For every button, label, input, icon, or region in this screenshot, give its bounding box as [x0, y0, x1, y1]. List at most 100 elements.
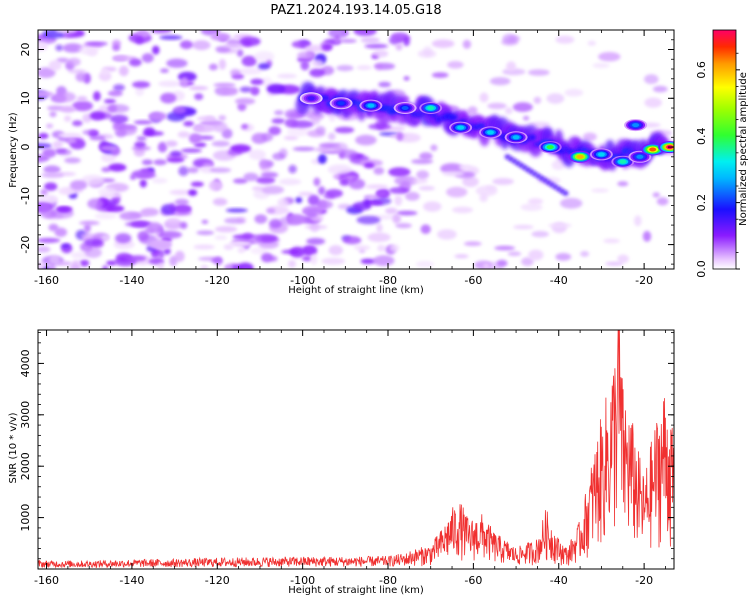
ridge-core-blob — [430, 113, 438, 118]
noise-blob — [297, 51, 314, 60]
noise-blob — [100, 152, 117, 163]
noise-blob — [256, 176, 276, 184]
x-tick-label: -120 — [205, 274, 230, 287]
noise-blob — [169, 189, 193, 196]
noise-blob — [494, 245, 516, 251]
noise-blob — [64, 157, 81, 164]
noise-blob — [165, 140, 178, 147]
noise-blob — [75, 71, 87, 82]
x-tick-label: -160 — [34, 274, 59, 287]
noise-blob — [378, 81, 391, 88]
noise-blob — [163, 248, 171, 255]
noise-blob — [521, 257, 534, 267]
x-tick-label: -60 — [464, 274, 482, 287]
noise-blob — [306, 210, 318, 218]
noise-blob — [251, 186, 264, 191]
noise-blob — [392, 213, 401, 224]
noise-blob — [100, 145, 118, 152]
noise-blob — [48, 60, 62, 71]
noise-blob — [261, 76, 273, 87]
noise-blob — [405, 191, 420, 201]
noise-blob — [160, 68, 169, 73]
noise-blob — [43, 165, 61, 174]
noise-blob — [212, 198, 228, 206]
snr-frame — [37, 329, 675, 570]
noise-blob — [311, 59, 324, 68]
noise-blob — [143, 127, 155, 136]
noise-blob — [169, 255, 178, 267]
noise-blob — [513, 224, 534, 230]
noise-blob — [644, 74, 659, 85]
noise-blob — [134, 141, 147, 148]
noise-blob — [218, 115, 227, 121]
noise-blob — [201, 219, 209, 224]
ridge-peak — [427, 106, 435, 110]
noise-blob — [254, 51, 275, 62]
ridge-peak — [546, 145, 554, 150]
noise-blob — [81, 174, 105, 186]
noise-blob — [46, 123, 54, 129]
spectrogram-ridge — [295, 81, 674, 196]
noise-blob — [200, 264, 209, 269]
noise-blob — [309, 222, 320, 233]
noise-blob — [71, 251, 90, 259]
noise-blob — [135, 35, 144, 45]
noise-blob — [318, 154, 327, 164]
noise-blob — [58, 187, 77, 195]
colorbar-ticks: 0.0 0.2 0.4 0.6 — [695, 52, 740, 278]
noise-blob — [437, 229, 457, 240]
noise-blob — [49, 111, 57, 118]
snr-x-label: Height of straight line (km) — [288, 585, 424, 596]
noise-blob — [100, 68, 109, 76]
noise-blob — [38, 203, 52, 212]
noise-blob — [94, 213, 117, 220]
noise-blob — [208, 63, 218, 71]
noise-blob — [560, 197, 583, 209]
noise-blob — [452, 206, 474, 214]
noise-blob — [373, 167, 385, 175]
noise-blob — [40, 189, 48, 196]
noise-blob — [415, 260, 435, 268]
spectrogram-x-ticks: -160 -140 -120 -100 -80 -60 -40 -20 — [34, 30, 666, 287]
noise-blob — [250, 87, 260, 96]
noise-blob — [363, 162, 375, 169]
noise-blob — [194, 142, 207, 148]
ridge-peak — [597, 152, 605, 157]
noise-blob — [82, 113, 92, 123]
spectrogram-panel: -160 -140 -120 -100 -80 -60 -40 -20 -20-1001020… — [8, 29, 675, 296]
noise-blob — [190, 181, 204, 187]
noise-blob — [492, 178, 514, 185]
noise-blob — [174, 250, 185, 262]
ridge-core-blob — [476, 123, 486, 129]
noise-blob — [239, 36, 261, 47]
noise-blob — [211, 140, 230, 147]
noise-blob — [420, 224, 431, 234]
x-tick-label: -40 — [550, 574, 568, 587]
noise-blob — [551, 160, 565, 171]
noise-blob — [564, 88, 584, 97]
noise-blob — [38, 67, 56, 78]
noise-blob — [188, 86, 209, 91]
noise-blob — [356, 215, 381, 225]
noise-blob — [396, 210, 418, 216]
noise-blob — [592, 62, 610, 69]
colorbar-tick-label: 0.2 — [695, 194, 708, 212]
noise-blob — [38, 132, 49, 140]
noise-blob — [482, 262, 490, 269]
noise-blob — [307, 194, 320, 206]
noise-blob — [372, 255, 395, 267]
snr-y-ticks: 1000 2000 3000 4000 — [19, 332, 674, 570]
noise-blob — [173, 106, 187, 114]
noise-blob — [178, 166, 189, 177]
noise-blob — [56, 207, 71, 212]
noise-blob — [260, 171, 279, 178]
noise-blob — [527, 198, 544, 205]
noise-blob — [587, 40, 596, 46]
noise-blob — [634, 215, 642, 227]
noise-blob — [642, 230, 652, 242]
noise-blob — [548, 223, 572, 228]
noise-blob — [272, 152, 285, 161]
noise-blob — [89, 111, 106, 121]
noise-blob — [309, 68, 325, 78]
noise-blob — [467, 106, 478, 115]
